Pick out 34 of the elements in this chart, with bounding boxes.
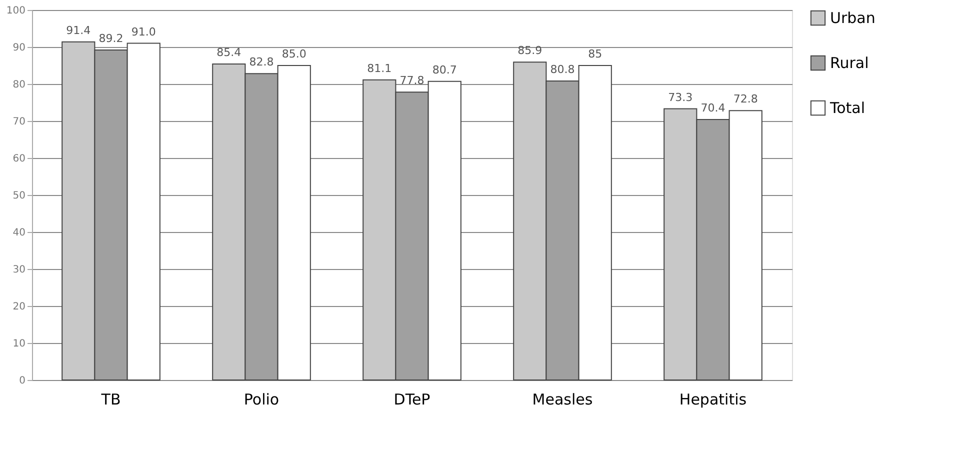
x-tick-label: Measles (532, 390, 593, 408)
data-label: 77.8 (400, 74, 424, 88)
legend-label: Urban (830, 9, 876, 27)
data-label: 82.8 (249, 56, 274, 69)
data-label: 85.4 (216, 46, 242, 60)
data-label: 91.0 (131, 25, 156, 38)
data-label: 73.3 (668, 90, 693, 104)
y-tick-label: 60 (12, 154, 26, 164)
y-tick-label: 100 (6, 6, 26, 16)
data-label: 85.0 (282, 48, 306, 60)
y-tick-label: 80 (12, 80, 26, 90)
data-label: 70.4 (700, 102, 726, 115)
legend-label: Rural (830, 54, 869, 72)
data-label: 80.7 (432, 63, 457, 76)
data-label: 85.9 (518, 44, 542, 58)
y-tick-label: 90 (12, 42, 26, 54)
y-tick-label: 0 (19, 376, 26, 386)
data-label: 89.2 (98, 32, 124, 45)
data-label: 91.4 (66, 24, 91, 37)
x-tick-label: TB (100, 390, 121, 408)
x-tick-label: Polio (244, 390, 280, 408)
data-label: 80.8 (550, 63, 575, 76)
y-tick-label: 70 (12, 116, 26, 128)
y-tick-label: 50 (12, 190, 26, 202)
data-label: 81.1 (367, 62, 392, 75)
y-tick-label: 20 (12, 302, 26, 312)
y-tick-label: 40 (12, 228, 26, 238)
data-label: 85 (588, 48, 602, 60)
y-tick-label: 30 (12, 264, 26, 276)
x-tick-label: Hepatitis (679, 390, 747, 408)
y-tick-label: 10 (12, 338, 26, 350)
data-label: 72.8 (733, 92, 758, 106)
legend-label: Total (829, 99, 866, 117)
x-tick-label: DTeP (394, 390, 430, 408)
